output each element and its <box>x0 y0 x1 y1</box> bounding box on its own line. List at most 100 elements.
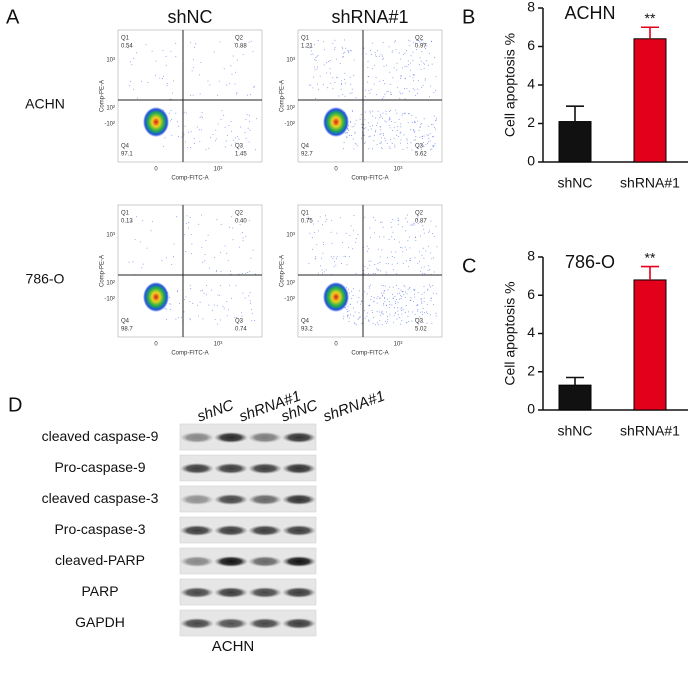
event-dot <box>432 146 434 148</box>
quadrant-name: Q2 <box>415 211 424 217</box>
event-dot <box>330 82 332 84</box>
event-dot <box>427 313 429 315</box>
blot-band <box>248 525 282 536</box>
event-dot <box>165 308 167 310</box>
event-dot <box>215 129 217 131</box>
event-dot <box>386 256 388 258</box>
event-dot <box>372 273 374 274</box>
event-dot <box>397 217 399 219</box>
event-dot <box>163 75 165 77</box>
event-dot <box>416 304 418 306</box>
event-dot <box>418 320 420 322</box>
event-dot <box>315 256 317 258</box>
event-dot <box>415 136 417 137</box>
event-dot <box>384 93 386 95</box>
event-dot <box>422 39 424 41</box>
event-dot <box>353 59 355 61</box>
event-dot <box>428 52 430 54</box>
event-dot <box>373 83 375 85</box>
event-dot <box>190 94 192 96</box>
event-dot <box>226 315 228 317</box>
event-dot <box>245 272 246 274</box>
event-dot <box>250 257 252 259</box>
event-dot <box>178 317 179 319</box>
event-dot <box>347 50 349 52</box>
event-dot <box>417 310 419 312</box>
event-dot <box>361 123 363 125</box>
event-dot <box>419 136 421 138</box>
event-dot <box>363 124 365 125</box>
event-dot <box>344 78 346 80</box>
event-dot <box>250 40 252 42</box>
event-dot <box>312 53 314 55</box>
event-dot <box>136 216 138 218</box>
event-dot <box>402 113 404 115</box>
blot-band <box>180 525 214 536</box>
event-dot <box>420 299 422 301</box>
event-dot <box>421 302 423 304</box>
column-header: shRNA#1 <box>331 7 408 27</box>
event-dot <box>415 116 417 118</box>
event-dot <box>375 56 377 57</box>
event-dot <box>168 303 170 305</box>
event-dot <box>236 92 238 94</box>
event-dot <box>217 94 219 96</box>
event-dot <box>179 303 181 304</box>
event-dot <box>314 66 316 68</box>
event-dot <box>418 64 420 66</box>
event-dot <box>183 134 185 136</box>
event-dot <box>418 80 419 82</box>
event-dot <box>382 55 383 57</box>
event-dot <box>366 245 368 247</box>
event-dot <box>387 90 389 92</box>
event-dot <box>329 72 331 74</box>
event-dot <box>231 216 233 218</box>
event-dot <box>141 220 143 222</box>
event-dot <box>391 93 393 95</box>
quadrant-value: 0.74 <box>235 327 247 333</box>
event-dot <box>422 273 424 275</box>
event-dot <box>229 83 231 85</box>
event-dot <box>376 322 378 324</box>
event-dot <box>405 291 407 293</box>
event-dot <box>192 303 194 304</box>
event-dot <box>128 261 130 263</box>
event-dot <box>176 121 178 123</box>
event-dot <box>404 98 406 100</box>
event-dot <box>216 323 218 325</box>
event-dot <box>430 41 432 42</box>
event-dot <box>424 273 426 275</box>
y-axis-label: Comp-PE-A <box>280 80 286 112</box>
event-dot <box>245 137 247 139</box>
event-dot <box>325 221 327 223</box>
y-tick-label: 10² <box>106 281 115 287</box>
event-dot <box>369 112 371 114</box>
event-dot <box>232 55 234 57</box>
event-dot <box>389 119 391 121</box>
x-axis-label: Comp-FITC-A <box>171 351 208 357</box>
event-dot <box>389 111 390 112</box>
event-dot <box>229 226 231 228</box>
event-dot <box>409 75 411 77</box>
event-dot <box>394 40 396 42</box>
event-dot <box>400 310 402 311</box>
event-dot <box>421 123 423 124</box>
event-dot <box>317 220 319 222</box>
event-dot <box>384 290 385 291</box>
quadrant-name: Q4 <box>301 319 310 325</box>
event-dot <box>198 223 200 225</box>
y-axis-label: Comp-PE-A <box>280 255 286 287</box>
event-dot <box>396 69 398 71</box>
event-dot <box>368 136 370 138</box>
event-dot <box>166 85 168 87</box>
quadrant-name: Q2 <box>415 36 424 42</box>
event-dot <box>224 126 226 128</box>
quadrant-value: 93.2 <box>301 327 313 333</box>
event-dot <box>417 262 419 264</box>
event-dot <box>404 113 406 115</box>
blot-band <box>180 432 214 443</box>
event-dot <box>238 148 240 150</box>
event-dot <box>351 92 353 94</box>
plot-frame <box>297 204 443 338</box>
y-tick-label: 8 <box>527 0 535 15</box>
